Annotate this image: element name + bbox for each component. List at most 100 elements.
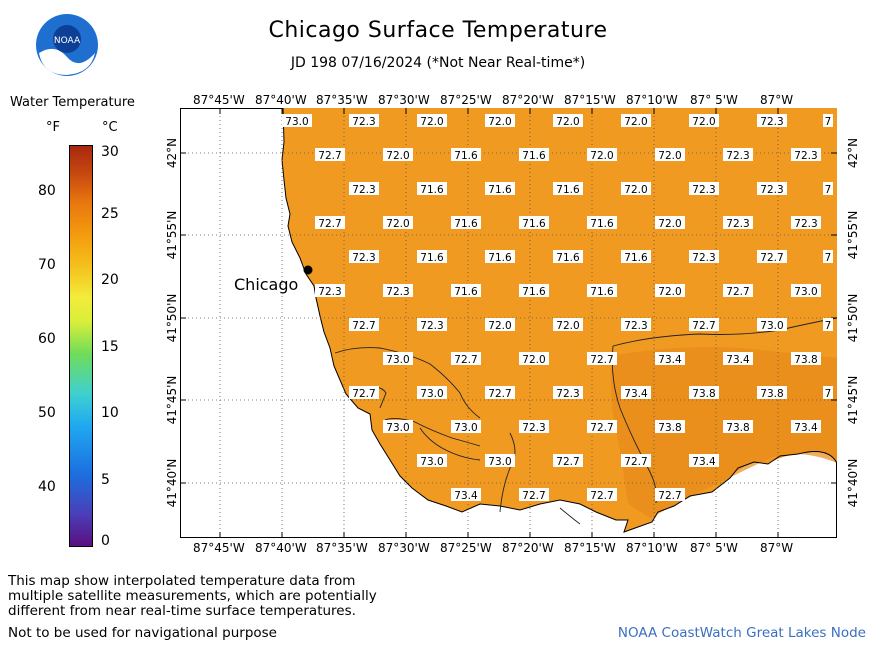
legend-c-tick: 0 — [101, 533, 110, 549]
temperature-value: 72.7 — [587, 352, 617, 366]
svg-text:72.3: 72.3 — [352, 116, 375, 128]
noaa-logo: NOAA — [36, 14, 98, 76]
temperature-value: 73.8 — [689, 386, 719, 400]
legend-c-tick: 25 — [101, 206, 119, 222]
temperature-value: 71.6 — [621, 250, 651, 264]
svg-text:72.7: 72.7 — [590, 490, 613, 502]
temperature-value: 72.7 — [349, 386, 379, 400]
temperature-value: 72.0 — [621, 182, 651, 196]
svg-text:73.8: 73.8 — [692, 388, 715, 400]
lon-label-top: 87° 5'W — [690, 93, 738, 107]
temperature-value: 71.6 — [417, 182, 447, 196]
svg-text:72.7: 72.7 — [624, 456, 647, 468]
temperature-value: 73.0 — [485, 454, 515, 468]
svg-text:72.3: 72.3 — [692, 184, 715, 196]
lat-label-right: 41°55'N — [846, 210, 860, 260]
temperature-value: 73.4 — [655, 352, 685, 366]
temperature-value: 72.3 — [553, 386, 583, 400]
svg-text:72.3: 72.3 — [726, 150, 749, 162]
navigation-note: Not to be used for navigational purpose — [8, 625, 277, 641]
temperature-value: 7 — [823, 182, 833, 196]
temperature-value: 72.0 — [655, 216, 685, 230]
map-area: 73.0 72.3 72.0 72.0 72.0 72.0 72.0 72.3 7 72.7 72.… — [180, 108, 837, 538]
disclaimer-line: This map show interpolated temperature d… — [8, 573, 356, 589]
temperature-value: 72.0 — [689, 114, 719, 128]
temperature-value: 73.4 — [689, 454, 719, 468]
svg-text:72.0: 72.0 — [692, 116, 715, 128]
svg-text:72.3: 72.3 — [760, 184, 783, 196]
svg-text:72.0: 72.0 — [658, 150, 681, 162]
temperature-value: 72.3 — [621, 318, 651, 332]
temperature-value: 71.6 — [451, 148, 481, 162]
svg-text:73.0: 73.0 — [454, 422, 477, 434]
legend-f-tick: 40 — [38, 479, 56, 495]
lon-label-bottom: 87°30'W — [378, 541, 430, 555]
temperature-value: 72.0 — [383, 148, 413, 162]
svg-text:72.0: 72.0 — [590, 150, 613, 162]
svg-text:7: 7 — [825, 116, 832, 128]
legend-c-tick: 5 — [101, 472, 110, 488]
page-subtitle: JD 198 07/16/2024 (*Not Near Real-time*) — [290, 55, 586, 71]
lon-label-top: 87°W — [760, 93, 794, 107]
svg-text:72.7: 72.7 — [760, 252, 783, 264]
svg-text:72.0: 72.0 — [624, 184, 647, 196]
temperature-value: 73.0 — [417, 454, 447, 468]
svg-text:72.3: 72.3 — [318, 286, 341, 298]
svg-text:72.0: 72.0 — [488, 320, 511, 332]
temperature-value: 72.7 — [689, 318, 719, 332]
svg-text:71.6: 71.6 — [454, 218, 478, 230]
temperature-value: 72.3 — [349, 250, 379, 264]
svg-text:72.0: 72.0 — [658, 286, 681, 298]
svg-text:72.3: 72.3 — [794, 150, 817, 162]
svg-text:7: 7 — [825, 252, 832, 264]
chicago-marker — [303, 265, 313, 275]
lat-label-right: 41°45'N — [846, 375, 860, 425]
temperature-value: 73.0 — [417, 386, 447, 400]
temperature-value: 72.3 — [349, 114, 379, 128]
legend-c-tick: 20 — [101, 272, 119, 288]
svg-text:71.6: 71.6 — [556, 252, 580, 264]
svg-text:71.6: 71.6 — [420, 184, 444, 196]
legend-f-tick: 60 — [38, 331, 56, 347]
svg-text:72.3: 72.3 — [794, 218, 817, 230]
svg-text:73.4: 73.4 — [794, 422, 818, 434]
svg-text:71.6: 71.6 — [556, 184, 580, 196]
svg-text:72.3: 72.3 — [760, 116, 783, 128]
svg-text:71.6: 71.6 — [624, 252, 648, 264]
svg-text:73.4: 73.4 — [454, 490, 478, 502]
svg-text:72.7: 72.7 — [352, 320, 375, 332]
temperature-value: 72.0 — [655, 284, 685, 298]
temperature-value: 73.0 — [282, 114, 312, 128]
temperature-value: 72.3 — [689, 182, 719, 196]
disclaimer: This map show interpolated temperature d… — [8, 574, 448, 619]
credit-text: NOAA CoastWatch Great Lakes Node — [617, 625, 866, 641]
svg-text:72.7: 72.7 — [556, 456, 579, 468]
legend-c-tick: 30 — [101, 144, 119, 160]
lon-label-bottom: 87°20'W — [502, 541, 554, 555]
temperature-value: 72.7 — [315, 216, 345, 230]
temperature-value: 71.6 — [587, 284, 617, 298]
svg-text:73.0: 73.0 — [420, 456, 443, 468]
disclaimer-line: multiple satellite measurements, which a… — [8, 588, 377, 604]
lat-label-right: 41°40'N — [846, 458, 860, 508]
temperature-value: 71.6 — [553, 182, 583, 196]
svg-text:73.8: 73.8 — [658, 422, 681, 434]
temperature-value: 73.0 — [451, 420, 481, 434]
svg-text:72.7: 72.7 — [454, 354, 477, 366]
legend-f-tick: 70 — [38, 257, 56, 273]
svg-text:72.7: 72.7 — [590, 354, 613, 366]
svg-text:NOAA: NOAA — [54, 36, 81, 46]
temperature-value: 72.7 — [655, 488, 685, 502]
lon-label-bottom: 87°10'W — [626, 541, 678, 555]
temperature-value: 72.3 — [757, 182, 787, 196]
svg-text:73.0: 73.0 — [386, 422, 409, 434]
legend-unit-c: °C — [102, 120, 118, 135]
svg-text:72.3: 72.3 — [420, 320, 443, 332]
svg-text:72.3: 72.3 — [726, 218, 749, 230]
temperature-value: 72.3 — [723, 148, 753, 162]
svg-text:72.7: 72.7 — [352, 388, 375, 400]
legend-c-tick: 15 — [101, 339, 119, 355]
temperature-value: 71.6 — [587, 216, 617, 230]
lon-label-top: 87°30'W — [378, 93, 430, 107]
lat-label-left: 42°N — [165, 137, 179, 169]
